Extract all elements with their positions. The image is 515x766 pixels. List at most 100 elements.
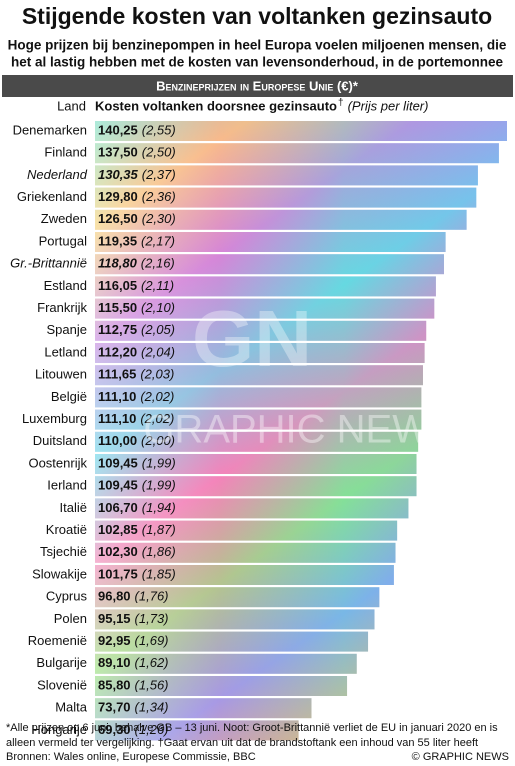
category-label: Portugal: [39, 233, 88, 248]
value-label: 85,80: [98, 677, 131, 692]
bar-sheen: [95, 542, 396, 563]
bar-sheen: [95, 143, 499, 164]
value-label: (2,04): [141, 344, 175, 359]
value-label: 106,70: [98, 500, 138, 515]
value-label: (2,11): [141, 278, 174, 293]
bar-sheen: [95, 431, 419, 452]
value-label: 119,35: [98, 233, 137, 248]
value-label: (2,16): [141, 256, 175, 271]
subtitle: Hoge prijzen bij benzinepompen in heel E…: [8, 38, 507, 53]
bar-sheen: [95, 476, 417, 497]
source: Bronnen: Wales online, Europese Commissi…: [6, 751, 256, 763]
value-label: 126,50: [98, 211, 138, 226]
watermark: GN: [192, 294, 312, 383]
value-label: 109,45: [98, 478, 138, 493]
category-label: Slowakije: [32, 566, 87, 581]
watermark: GRAPHIC NEWS: [143, 408, 456, 452]
value-label: (1,73): [135, 611, 169, 626]
value-label: 73,70: [98, 700, 131, 715]
category-label: België: [51, 389, 87, 404]
value-label: (1,34): [135, 700, 169, 715]
bar-sheen: [95, 565, 394, 585]
category-label: Italië: [60, 500, 87, 515]
value-label: (1,86): [142, 544, 176, 559]
footnote: *Alle prijzen op 6 juni, behalve GB – 13…: [6, 722, 498, 734]
bar-sheen: [95, 587, 380, 608]
bar-sheen: [95, 254, 444, 275]
value-label: (2,05): [141, 322, 175, 337]
bar-sheen: [95, 187, 477, 208]
bar-sheen: [95, 343, 425, 363]
bar-sheen: [95, 276, 436, 297]
bar-sheen: [95, 698, 312, 719]
bar-sheen: [95, 720, 299, 741]
value-label: (2,00): [141, 433, 175, 448]
header-mark: †: [338, 98, 344, 109]
bar-sheen: [95, 631, 369, 652]
value-label: 111,10: [98, 411, 136, 426]
category-label: Finland: [44, 145, 87, 160]
footnote: alleen vermeld ter vergelijking. †Gaat e…: [6, 737, 478, 749]
value-label: 112,75: [98, 322, 137, 337]
value-label: (2,37): [142, 167, 176, 182]
category-label: Gr.-Brittannië: [10, 256, 87, 271]
bar-sheen: [95, 365, 423, 386]
bar-sheen: [95, 209, 467, 230]
category-label: Bulgarije: [36, 655, 87, 670]
bar-sheen: [95, 121, 507, 141]
category-label: Oostenrijk: [28, 455, 87, 470]
bar-sheen: [95, 498, 409, 519]
category-label: Griekenland: [17, 189, 87, 204]
value-label: 69,30: [98, 722, 131, 737]
credit: © GRAPHIC NEWS: [412, 751, 509, 763]
value-label: (2,10): [141, 300, 175, 315]
bar-sheen: [95, 165, 478, 186]
legend-entry: Kosten voltanken doorsnee gezinsauto: [95, 98, 337, 113]
category-label: Estland: [44, 278, 87, 293]
category-label: Roemenië: [28, 633, 87, 648]
value-label: 92,95: [98, 633, 131, 648]
value-label: 102,85: [98, 522, 138, 537]
value-label: 96,80: [98, 589, 131, 604]
value-label: (1,94): [142, 500, 176, 515]
bar-sheen: [95, 454, 417, 474]
category-label: Nederland: [27, 167, 88, 182]
category-label: Luxemburg: [22, 411, 87, 426]
value-label: (1,62): [135, 655, 169, 670]
category-label: Litouwen: [35, 367, 87, 382]
banner-bg: [2, 75, 513, 97]
category-label: Polen: [54, 611, 87, 626]
value-label: (1,85): [142, 566, 176, 581]
value-label: 140,25: [98, 122, 138, 137]
value-label: (1,99): [142, 455, 176, 470]
category-label: Tsjechië: [40, 544, 87, 559]
value-label: (1,56): [135, 677, 169, 692]
category-header: Land: [57, 98, 86, 113]
category-label: Letland: [44, 344, 87, 359]
value-label: 109,45: [98, 455, 138, 470]
value-label: 130,35: [98, 167, 139, 182]
value-label: (2,55): [142, 122, 176, 137]
value-label: 102,30: [98, 544, 138, 559]
value-label: (2,02): [140, 411, 174, 426]
value-label: 118,80: [98, 256, 138, 271]
category-label: Cyprus: [46, 589, 88, 604]
value-label: (2,36): [142, 189, 176, 204]
bar-sheen: [95, 320, 427, 341]
category-label: Zweden: [41, 211, 87, 226]
category-label: Frankrijk: [37, 300, 87, 315]
bar-sheen: [95, 387, 422, 408]
category-label: Kroatië: [46, 522, 87, 537]
value-label: 95,15: [98, 611, 131, 626]
bar-sheen: [95, 298, 435, 319]
category-label: Spanje: [47, 322, 87, 337]
category-label: Hongarije: [31, 722, 87, 737]
value-label: (1,69): [135, 633, 169, 648]
legend-entry: (Prijs per liter): [348, 98, 429, 113]
category-label: Denemarken: [13, 122, 87, 137]
value-label: 116,05: [98, 278, 137, 293]
value-label: 101,75: [98, 566, 138, 581]
subtitle: het al lastig hebben met de kosten van l…: [11, 55, 504, 70]
bars: Denemarken 140,25 (2,55) Finland 137,50 (2,50…: [10, 121, 507, 741]
